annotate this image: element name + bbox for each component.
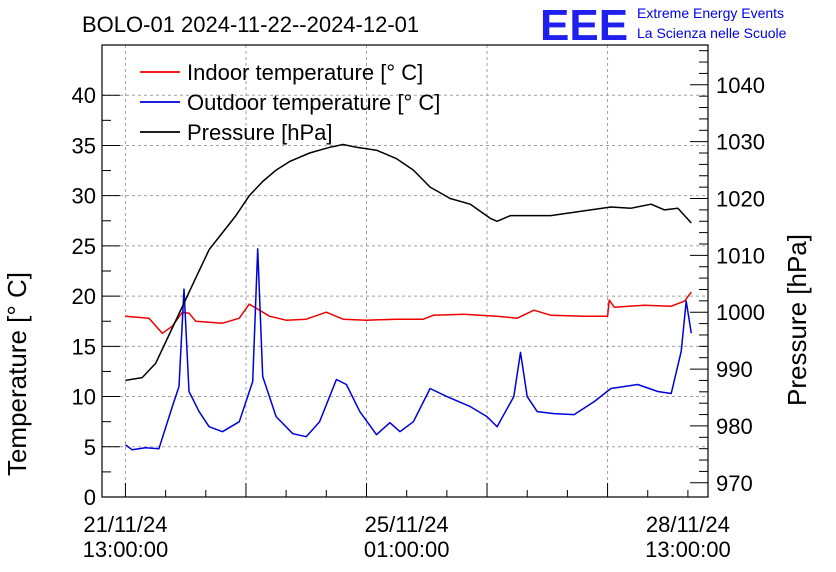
series-line-indoor [125, 291, 692, 335]
y2-axis-title: Pressure [hPa] [782, 234, 812, 406]
y2-tick-label: 980 [716, 414, 753, 439]
y-tick-label: 15 [72, 334, 96, 359]
y2-tick-label: 1040 [716, 73, 765, 98]
brand-line-2: La Scienza nelle Scuole [637, 25, 787, 41]
y-tick-label: 25 [72, 234, 96, 259]
x-tick-label-time: 01:00:00 [364, 537, 450, 562]
brand-logo: EEE [540, 1, 628, 50]
x-tick-label-date: 25/11/24 [365, 512, 449, 537]
chart-title: BOLO-01 2024-11-22--2024-12-01 [82, 12, 419, 37]
series-line-outdoor [124, 248, 693, 451]
plot-frame [101, 44, 709, 498]
x-tick-label-time: 13:00:00 [83, 537, 169, 562]
legend: Indoor temperature [° C] Outdoor temperat… [140, 60, 440, 145]
x-tick-label-time: 13:00:00 [645, 537, 731, 562]
x-tick-label-date: 21/11/24 [83, 512, 167, 537]
y-tick-label: 40 [72, 83, 96, 108]
y-tick-label: 35 [72, 133, 96, 158]
brand-block: EEE Extreme Energy Events La Scienza nel… [540, 1, 787, 50]
y-tick-label: 5 [84, 435, 96, 460]
y2-tick-label: 1000 [716, 300, 765, 325]
brand-line-1: Extreme Energy Events [637, 5, 784, 21]
y-axis-title: Temperature [° C] [2, 272, 32, 476]
y-tick-label: 20 [72, 284, 96, 309]
legend-label: Outdoor temperature [° C] [187, 90, 440, 115]
axis-ticks: 0 5 10 15 20 25 30 35 40 970 980 990 1000 1010 1020 103… [72, 50, 765, 562]
y2-tick-label: 990 [716, 357, 753, 382]
series-line-pressure [125, 143, 692, 382]
y-tick-label: 10 [72, 385, 96, 410]
y2-tick-label: 1030 [716, 130, 765, 155]
y-tick-label: 30 [72, 184, 96, 209]
legend-label: Indoor temperature [° C] [187, 60, 423, 85]
y2-tick-label: 1020 [716, 187, 765, 212]
series-layer [124, 143, 693, 451]
y2-tick-label: 970 [716, 471, 753, 496]
y-tick-label: 0 [84, 485, 96, 510]
y2-tick-label: 1010 [716, 243, 765, 268]
legend-label: Pressure [hPa] [187, 120, 333, 145]
x-tick-label-date: 28/11/24 [646, 512, 730, 537]
grid-lines [102, 45, 708, 497]
